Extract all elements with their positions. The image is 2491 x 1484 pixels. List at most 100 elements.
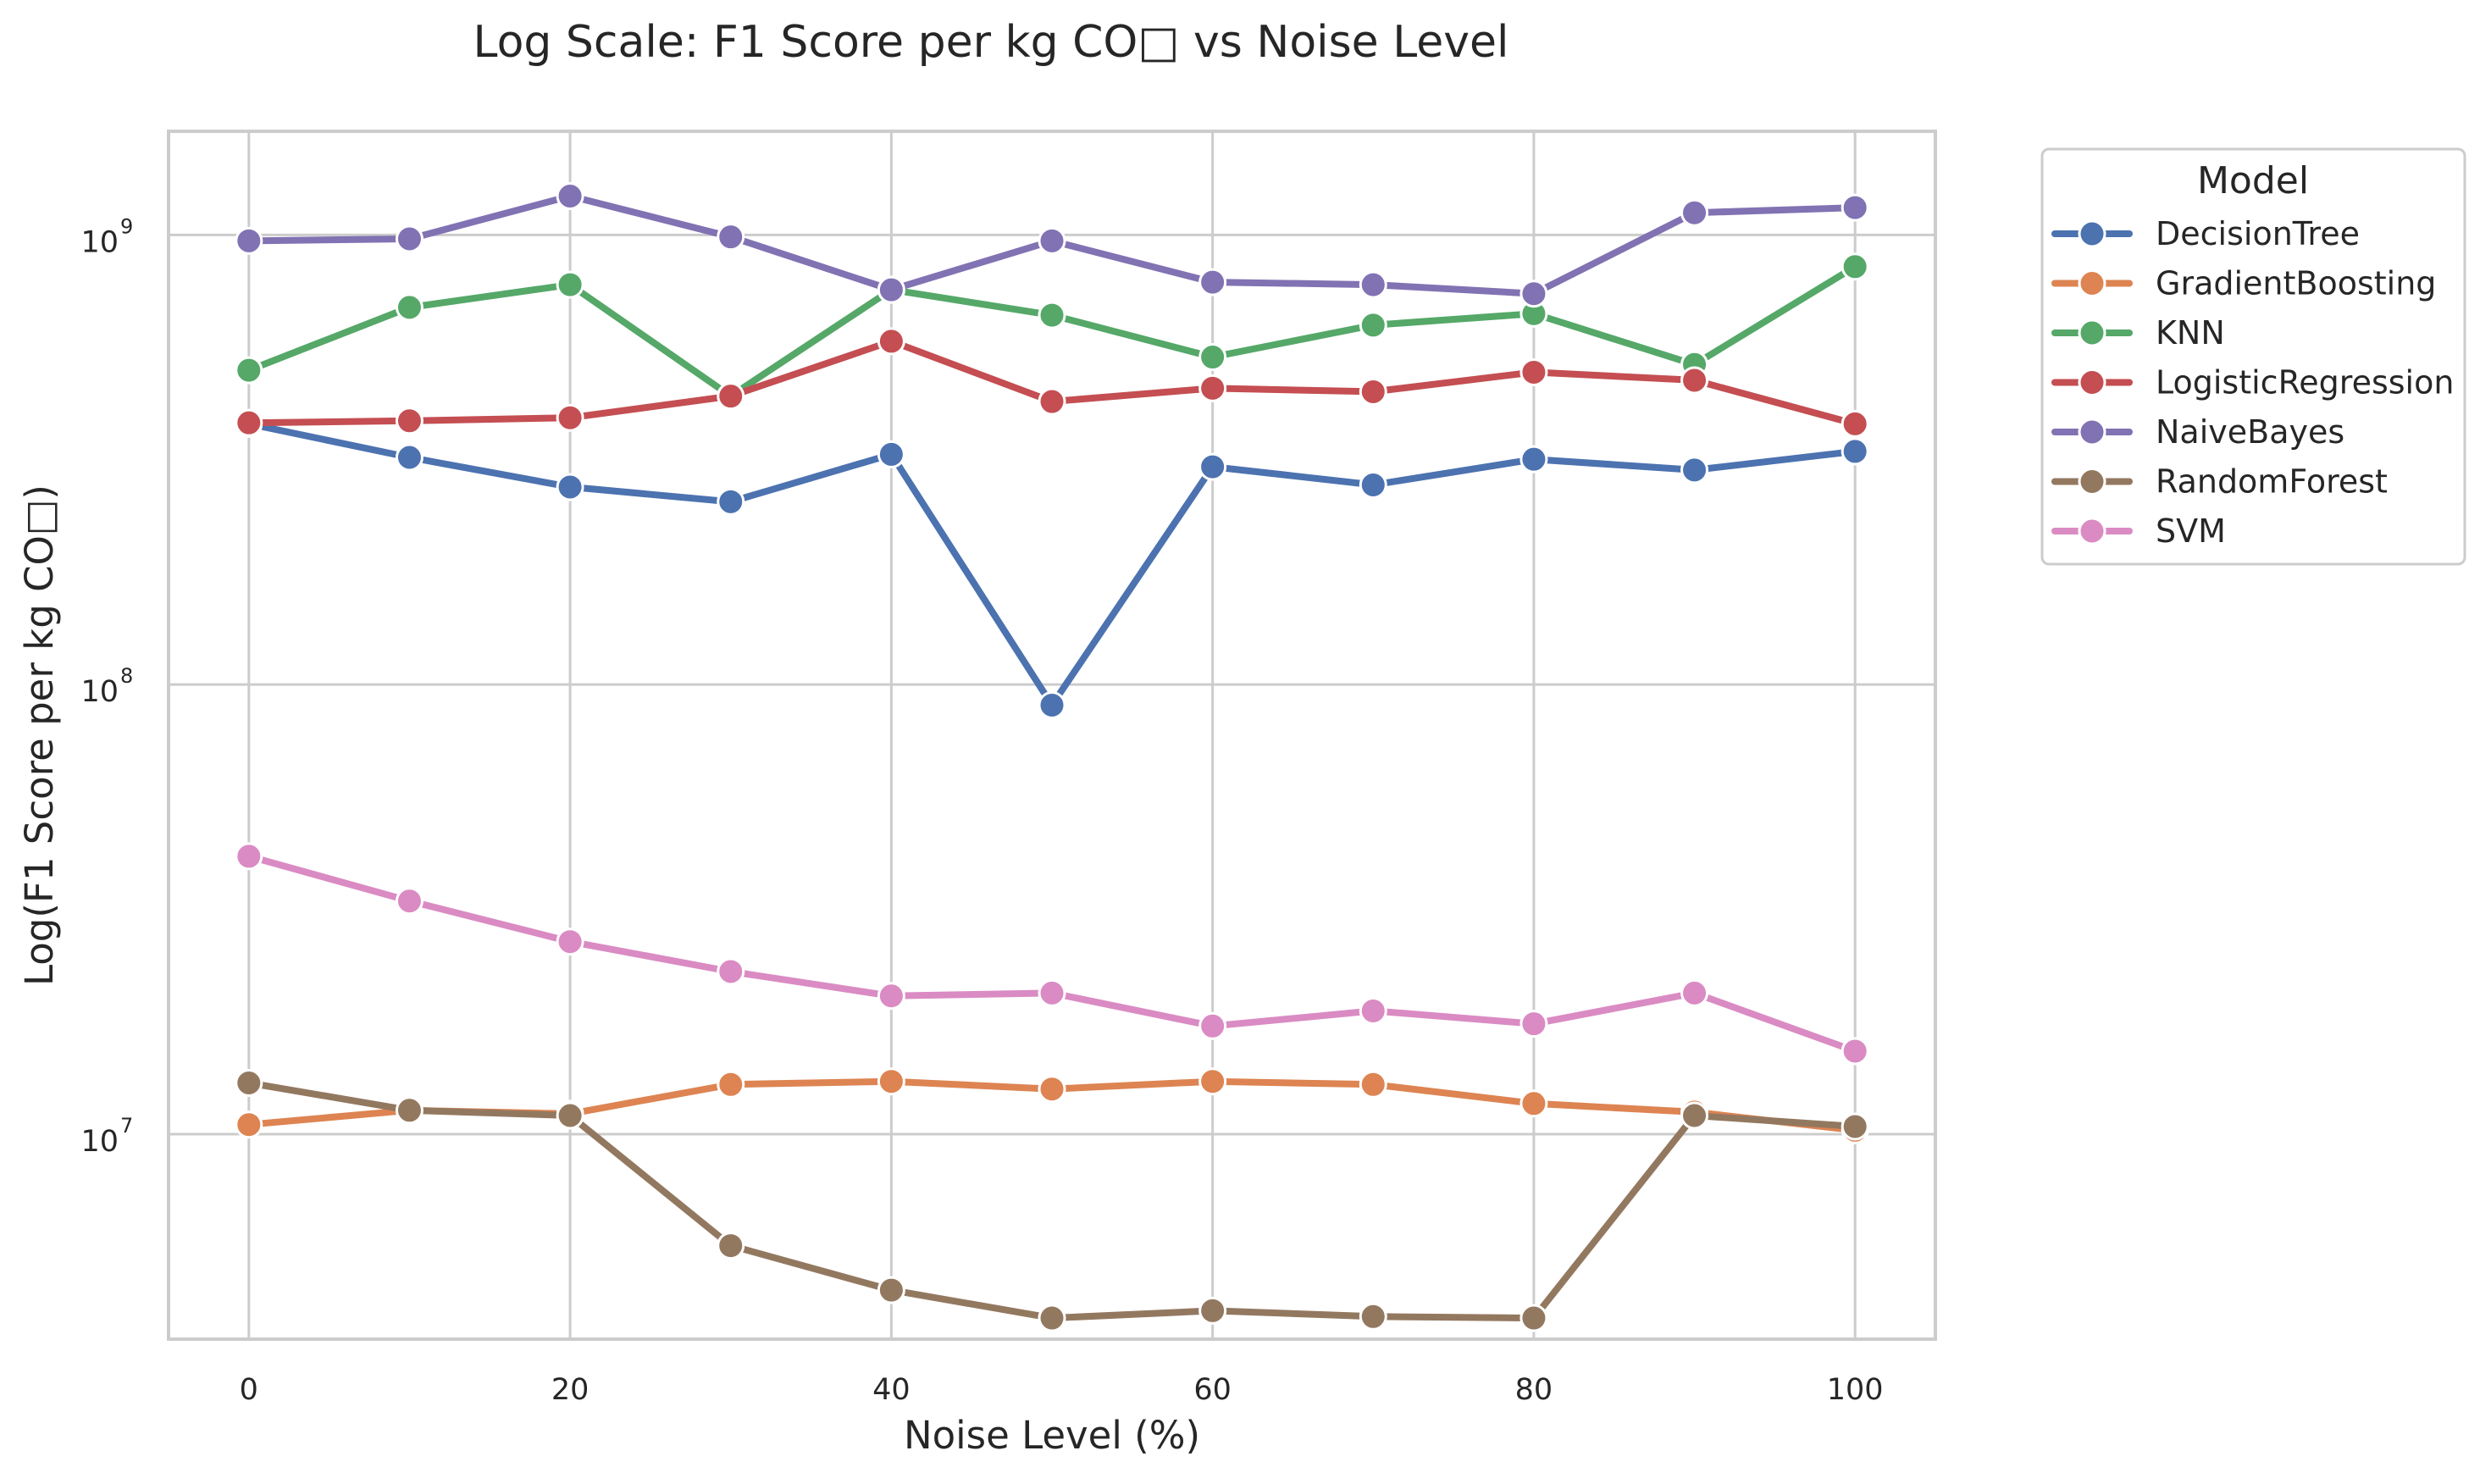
data-point: [877, 327, 905, 356]
legend-label: RandomForest: [2156, 463, 2388, 501]
data-point: [1359, 470, 1387, 499]
data-point: [1680, 978, 1709, 1007]
data-point: [1841, 1037, 1869, 1066]
legend-item: DecisionTree: [2051, 215, 2360, 252]
data-point: [1198, 374, 1227, 402]
data-point: [1038, 301, 1066, 329]
legend-label: SVM: [2156, 512, 2226, 550]
data-point: [1520, 445, 1548, 473]
legend-box: [2040, 147, 2466, 566]
data-point: [1520, 1304, 1548, 1332]
y-tick-base: 10: [80, 675, 119, 709]
y-tick-base: 10: [80, 1125, 119, 1159]
y-tick-exponent: 9: [120, 214, 133, 238]
legend-marker: [2078, 269, 2106, 297]
series-layer: [235, 181, 1869, 1332]
data-point: [235, 1110, 263, 1139]
data-point: [1520, 280, 1548, 308]
series-randomforest: [235, 1068, 1869, 1332]
legend-item: LogisticRegression: [2051, 364, 2454, 401]
data-point: [235, 842, 263, 871]
data-point: [235, 356, 263, 385]
data-point: [1680, 456, 1709, 485]
legend-title: Model: [2197, 159, 2309, 202]
data-point: [1680, 1101, 1709, 1130]
data-point: [877, 1276, 905, 1304]
data-point: [1038, 226, 1066, 255]
data-point: [1841, 1112, 1869, 1141]
data-point: [1198, 1011, 1227, 1040]
data-point: [395, 224, 423, 253]
y-tick-label: 10 9: [80, 214, 133, 259]
data-point: [395, 443, 423, 472]
data-point: [235, 408, 263, 437]
chart-title: Log Scale: F1 Score per kg CO□ vs Noise …: [473, 17, 1509, 68]
data-point: [1841, 437, 1869, 466]
y-tick-exponent: 8: [120, 664, 133, 688]
data-point: [717, 487, 745, 516]
legend: Model DecisionTree GradientBoosting KNN Log…: [2040, 147, 2466, 566]
data-point: [717, 382, 745, 411]
data-point: [877, 440, 905, 468]
y-tick-label: 10 8: [80, 664, 133, 709]
legend-marker: [2078, 517, 2106, 545]
data-point: [1359, 377, 1387, 406]
data-point: [395, 407, 423, 435]
data-point: [1359, 1302, 1387, 1331]
x-tick-label: 80: [1515, 1373, 1553, 1407]
data-point: [1680, 198, 1709, 227]
data-point: [1841, 252, 1869, 281]
y-tick-label: 10 7: [80, 1114, 133, 1159]
x-tick-label: 20: [551, 1373, 590, 1407]
series-logisticregression: [235, 327, 1869, 438]
y-tick-base: 10: [80, 225, 119, 259]
data-point: [1198, 452, 1227, 481]
legend-item: KNN: [2051, 314, 2225, 352]
data-point: [1038, 978, 1066, 1007]
data-point: [556, 473, 584, 501]
data-point: [1680, 366, 1709, 395]
data-point: [1841, 409, 1869, 438]
data-point: [1038, 690, 1066, 719]
x-tick-label: 60: [1193, 1373, 1232, 1407]
data-point: [1359, 270, 1387, 299]
data-point: [717, 223, 745, 252]
series-svm: [235, 842, 1869, 1066]
legend-marker: [2078, 368, 2106, 396]
data-point: [1198, 343, 1227, 372]
legend-item: RandomForest: [2051, 463, 2388, 501]
legend-label: GradientBoosting: [2156, 265, 2436, 302]
data-point: [877, 275, 905, 304]
data-point: [1198, 268, 1227, 296]
data-point: [1520, 357, 1548, 386]
legend-label: KNN: [2156, 314, 2225, 352]
legend-items: DecisionTree GradientBoosting KNN LogisticR…: [2051, 215, 2454, 550]
data-point: [556, 1101, 584, 1130]
legend-item: NaiveBayes: [2051, 413, 2344, 451]
legend-marker: [2078, 318, 2106, 347]
data-point: [556, 928, 584, 956]
legend-marker: [2078, 219, 2106, 248]
y-axis-title: Log(F1 Score per kg CO□): [17, 485, 62, 986]
data-point: [1038, 387, 1066, 416]
data-point: [717, 1070, 745, 1099]
data-point: [1198, 1067, 1227, 1096]
y-tick-exponent: 7: [120, 1114, 133, 1138]
data-point: [395, 293, 423, 322]
legend-item: GradientBoosting: [2051, 265, 2436, 302]
data-point: [556, 270, 584, 299]
data-point: [1038, 1304, 1066, 1332]
data-point: [1520, 1010, 1548, 1038]
data-point: [556, 181, 584, 210]
data-point: [1359, 1070, 1387, 1099]
data-point: [235, 226, 263, 255]
series-decisiontree: [235, 409, 1869, 719]
legend-label: NaiveBayes: [2156, 413, 2344, 451]
data-point: [1520, 1089, 1548, 1118]
legend-marker: [2078, 418, 2106, 446]
legend-label: DecisionTree: [2156, 215, 2360, 252]
x-tick-label: 100: [1827, 1373, 1884, 1407]
legend-item: SVM: [2051, 512, 2226, 550]
data-point: [1359, 996, 1387, 1025]
